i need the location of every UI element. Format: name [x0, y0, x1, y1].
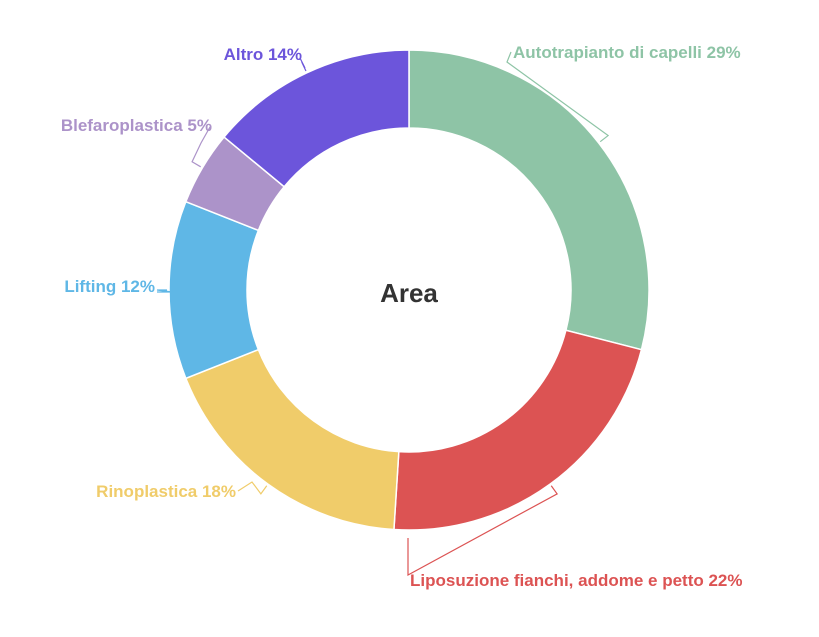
- data-label-liposuzione-fianchi-addome-e-petto: Liposuzione fianchi, addome e petto 22%: [410, 571, 743, 590]
- leader-line-autotrapianto-di-capelli: [506, 51, 610, 143]
- leader-line-lifting: [156, 289, 173, 293]
- label-leader-lines: [156, 51, 610, 577]
- slice-altro[interactable]: [223, 49, 410, 188]
- data-label-blefaroplastica: Blefaroplastica 5%: [61, 116, 212, 135]
- leader-line-altro: [299, 57, 307, 72]
- data-label-rinoplastica: Rinoplastica 18%: [96, 482, 236, 501]
- leader-line-liposuzione-fianchi-addome-e-petto: [407, 485, 559, 577]
- data-label-autotrapianto-di-capelli: Autotrapianto di capelli 29%: [513, 43, 741, 62]
- slice-rinoplastica[interactable]: [184, 348, 400, 531]
- leader-line-blefaroplastica: [191, 126, 211, 168]
- slice-labels: Autotrapianto di capelli 29% Liposuzione …: [61, 43, 743, 590]
- slice-liposuzione-fianchi-addome-e-petto[interactable]: [393, 329, 643, 531]
- slice-autotrapianto-di-capelli[interactable]: [408, 49, 650, 351]
- slice-lifting[interactable]: [168, 200, 260, 380]
- data-label-altro: Altro 14%: [224, 45, 302, 64]
- leader-line-rinoplastica: [237, 481, 268, 495]
- data-label-lifting: Lifting 12%: [64, 277, 155, 296]
- donut-slices: [168, 49, 650, 531]
- center-label: Area: [380, 278, 438, 308]
